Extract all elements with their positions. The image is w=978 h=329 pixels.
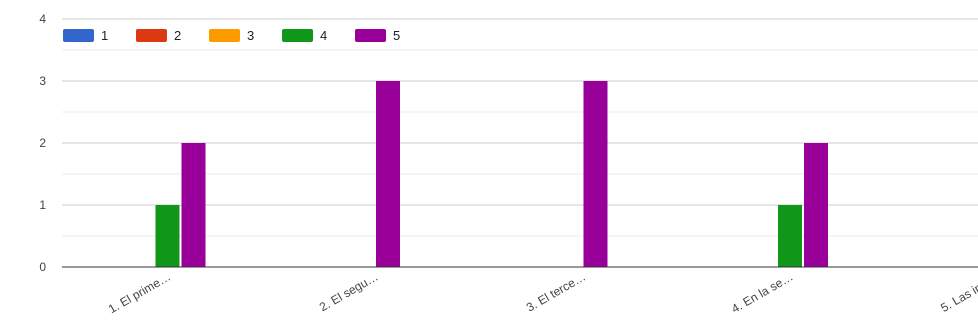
x-axis-ticks: 1. El prime… 2. El segu… 3. El terce… 4. En… xyxy=(106,269,978,316)
x-tick-label: 5. Las inst… xyxy=(938,269,978,314)
y-tick-label: 2 xyxy=(39,136,46,150)
y-tick-label: 4 xyxy=(39,12,46,26)
bar-series-5-category-4[interactable] xyxy=(804,143,828,267)
legend-label: 5 xyxy=(393,28,400,43)
legend-label: 2 xyxy=(174,28,181,43)
legend-label: 3 xyxy=(247,28,254,43)
legend-item-2[interactable]: 2 xyxy=(136,28,181,43)
legend-item-1[interactable]: 1 xyxy=(63,28,108,43)
legend-swatch xyxy=(282,29,313,42)
legend-swatch xyxy=(63,29,94,42)
legend-swatch xyxy=(209,29,240,42)
grid-lines xyxy=(62,18,978,268)
bars xyxy=(155,81,828,267)
legend-label: 4 xyxy=(320,28,327,43)
legend-label: 1 xyxy=(101,28,108,43)
y-tick-label: 0 xyxy=(39,260,46,274)
legend: 1 2 3 4 5 xyxy=(63,28,400,43)
x-tick-label: 4. En la se… xyxy=(729,269,795,315)
y-tick-label: 1 xyxy=(39,198,46,212)
bar-series-5-category-2[interactable] xyxy=(376,81,400,267)
legend-item-4[interactable]: 4 xyxy=(282,28,327,43)
legend-item-3[interactable]: 3 xyxy=(209,28,254,43)
y-axis-ticks: 0 1 2 3 4 xyxy=(39,12,46,274)
y-tick-label: 3 xyxy=(39,74,46,88)
legend-item-5[interactable]: 5 xyxy=(355,28,400,43)
bar-series-5-category-1[interactable] xyxy=(181,143,206,267)
bar-series-4-category-4[interactable] xyxy=(778,205,802,267)
bar-series-5-category-3[interactable] xyxy=(583,81,608,267)
x-tick-label: 1. El prime… xyxy=(106,269,173,316)
x-tick-label: 2. El segu… xyxy=(317,269,381,314)
legend-swatch xyxy=(136,29,167,42)
bar-series-4-category-1[interactable] xyxy=(155,205,180,267)
x-tick-label: 3. El terce… xyxy=(524,269,588,314)
legend-swatch xyxy=(355,29,386,42)
